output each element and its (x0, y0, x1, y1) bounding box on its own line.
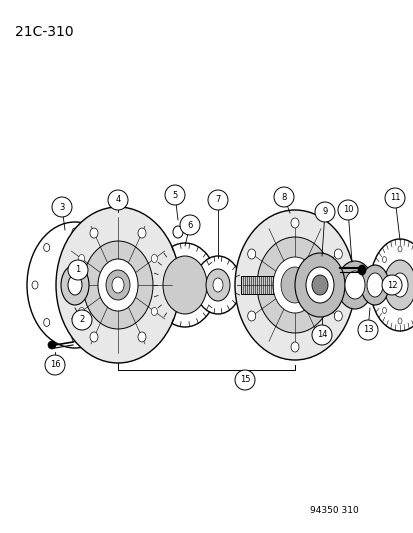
Ellipse shape (90, 332, 98, 342)
Text: 14: 14 (316, 330, 326, 340)
Ellipse shape (383, 260, 413, 310)
Ellipse shape (72, 334, 78, 342)
Circle shape (273, 187, 293, 207)
Text: 2: 2 (79, 316, 84, 325)
Circle shape (357, 320, 377, 340)
Ellipse shape (272, 257, 316, 313)
Ellipse shape (83, 241, 153, 329)
Text: 10: 10 (342, 206, 352, 214)
Ellipse shape (44, 244, 50, 252)
Text: 3: 3 (59, 203, 64, 212)
Circle shape (108, 190, 128, 210)
Circle shape (314, 202, 334, 222)
Ellipse shape (290, 218, 298, 228)
Circle shape (337, 200, 357, 220)
Ellipse shape (138, 228, 146, 238)
Ellipse shape (247, 249, 255, 259)
Circle shape (384, 188, 404, 208)
Ellipse shape (360, 265, 388, 305)
Ellipse shape (391, 273, 407, 297)
Ellipse shape (151, 254, 157, 262)
Ellipse shape (78, 308, 84, 316)
Ellipse shape (48, 341, 56, 349)
Ellipse shape (333, 311, 342, 321)
Circle shape (52, 197, 72, 217)
Ellipse shape (27, 222, 123, 348)
Text: 6: 6 (187, 221, 192, 230)
Circle shape (68, 260, 88, 280)
Ellipse shape (382, 308, 385, 313)
Ellipse shape (280, 267, 308, 303)
Ellipse shape (44, 319, 50, 327)
Ellipse shape (336, 261, 372, 309)
Ellipse shape (382, 256, 385, 263)
Ellipse shape (163, 256, 206, 314)
Text: 4: 4 (115, 196, 120, 205)
Circle shape (235, 370, 254, 390)
Ellipse shape (56, 207, 180, 363)
Ellipse shape (369, 239, 413, 331)
Ellipse shape (72, 228, 78, 236)
Text: 1: 1 (75, 265, 81, 274)
Text: 15: 15 (239, 376, 249, 384)
Text: 9: 9 (322, 207, 327, 216)
Ellipse shape (100, 244, 106, 252)
Circle shape (207, 190, 228, 210)
Text: 8: 8 (280, 192, 286, 201)
Ellipse shape (290, 342, 298, 352)
Text: 13: 13 (362, 326, 373, 335)
Ellipse shape (333, 249, 342, 259)
Ellipse shape (68, 275, 82, 295)
Ellipse shape (206, 269, 230, 301)
Ellipse shape (256, 237, 332, 333)
Circle shape (165, 185, 185, 205)
Text: 16: 16 (50, 360, 60, 369)
Ellipse shape (106, 270, 130, 300)
Circle shape (72, 310, 92, 330)
Ellipse shape (138, 332, 146, 342)
Bar (240, 276, 274, 294)
Ellipse shape (112, 277, 124, 293)
Circle shape (381, 275, 401, 295)
Ellipse shape (397, 246, 401, 252)
Ellipse shape (151, 308, 157, 316)
Text: 11: 11 (389, 193, 399, 203)
Text: 21C-310: 21C-310 (15, 25, 74, 39)
Text: 12: 12 (386, 280, 396, 289)
Ellipse shape (153, 243, 216, 327)
Ellipse shape (366, 273, 382, 297)
Text: 7: 7 (215, 196, 220, 205)
Circle shape (45, 355, 65, 375)
Ellipse shape (212, 278, 223, 292)
Ellipse shape (32, 281, 38, 289)
Circle shape (311, 325, 331, 345)
Ellipse shape (100, 319, 106, 327)
Circle shape (180, 215, 199, 235)
Ellipse shape (344, 271, 364, 299)
Ellipse shape (90, 228, 98, 238)
Ellipse shape (173, 226, 183, 238)
Ellipse shape (357, 265, 365, 275)
Ellipse shape (78, 254, 84, 262)
Text: 94350 310: 94350 310 (309, 506, 358, 515)
Text: 5: 5 (172, 190, 177, 199)
Ellipse shape (235, 210, 354, 360)
Ellipse shape (61, 265, 89, 305)
Ellipse shape (305, 267, 333, 303)
Ellipse shape (195, 256, 240, 314)
Ellipse shape (247, 311, 255, 321)
Ellipse shape (112, 281, 118, 289)
Ellipse shape (375, 282, 379, 288)
Ellipse shape (397, 318, 401, 324)
Ellipse shape (311, 275, 327, 295)
Ellipse shape (294, 253, 344, 317)
Ellipse shape (98, 259, 138, 311)
